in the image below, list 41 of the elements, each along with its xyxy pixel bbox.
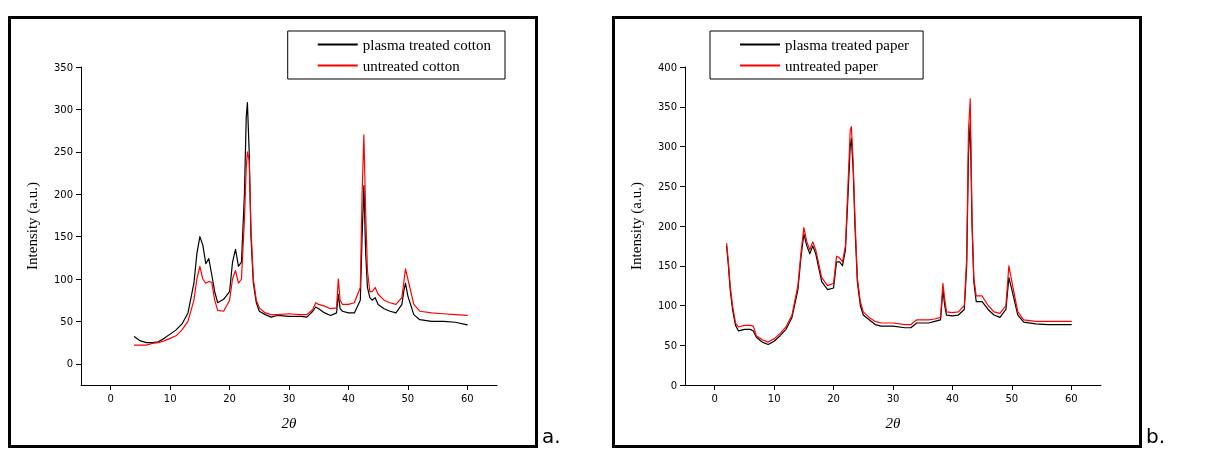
text: a. [542, 424, 561, 448]
x-tick-label: 10 [767, 392, 781, 404]
x-tick-label: 20 [223, 392, 236, 404]
x-axis-title: 2θ [281, 414, 298, 431]
y-tick-label: 350 [657, 101, 677, 113]
x-tick-label: 50 [401, 392, 415, 404]
y-tick-label: 150 [657, 260, 677, 272]
x-tick-label: 0 [107, 392, 114, 404]
legend-label: untreated paper [785, 57, 878, 74]
legend-label: plasma treated cotton [362, 36, 492, 53]
y-tick-label: 0 [66, 358, 73, 370]
y-tick-label: 0 [670, 379, 677, 391]
y-tick-label: 200 [657, 220, 677, 232]
y-tick-label: 100 [657, 300, 677, 311]
y-tick-label: 350 [53, 61, 73, 73]
y-tick-label: 250 [657, 180, 677, 192]
y-tick-label: 300 [657, 141, 677, 152]
x-tick-label: 60 [460, 392, 474, 404]
x-axis-title: 2θ [885, 414, 902, 431]
y-tick-label: 100 [53, 273, 73, 285]
y-tick-label: 150 [53, 231, 73, 243]
text: b. [1146, 424, 1166, 448]
y-tick-label: 200 [53, 188, 73, 200]
x-tick-label: 20 [827, 392, 840, 404]
y-tick-label: 400 [657, 61, 677, 73]
y-axis-title: Intensity (a.u.) [627, 182, 645, 270]
x-tick-label: 30 [282, 392, 296, 404]
x-tick-label: 10 [163, 392, 177, 404]
y-tick-label: 50 [664, 339, 677, 351]
x-tick-label: 60 [1064, 392, 1078, 404]
y-tick-label: 250 [53, 146, 73, 158]
y-axis-title: Intensity (a.u.) [23, 182, 41, 270]
y-tick-label: 50 [60, 315, 73, 327]
y-tick-label: 300 [53, 103, 73, 115]
x-tick-label: 40 [946, 392, 959, 404]
x-tick-label: 30 [886, 392, 900, 404]
x-tick-label: 50 [1005, 392, 1019, 404]
x-tick-label: 40 [342, 392, 355, 404]
legend-label: untreated cotton [362, 57, 461, 74]
legend-label: plasma treated paper [785, 36, 910, 53]
x-tick-label: 0 [711, 392, 718, 404]
